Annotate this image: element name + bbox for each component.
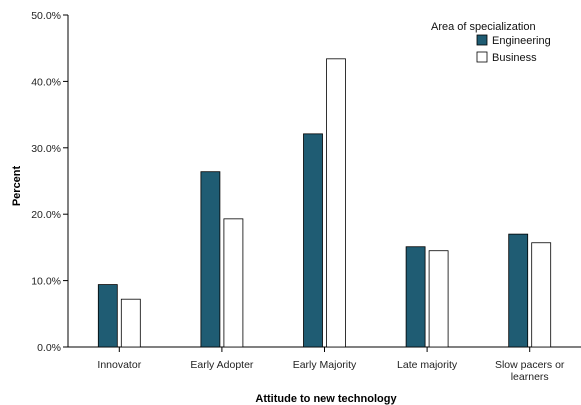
x-tick-label: Innovator xyxy=(97,359,141,371)
x-tick-label: Early Adopter xyxy=(190,359,254,371)
y-tick-label: 30.0% xyxy=(31,143,61,155)
bar-engineering xyxy=(405,246,426,348)
x-tick-label: Slow pacers or xyxy=(495,359,565,371)
x-axis-title: Attitude to new technology xyxy=(255,393,397,405)
legend-swatch-engineering xyxy=(476,34,488,46)
bar-engineering xyxy=(303,133,323,348)
bar-engineering xyxy=(97,284,118,348)
legend: Area of specialization Engineering Busin… xyxy=(431,21,551,64)
bar-business xyxy=(428,250,449,348)
bar-business xyxy=(531,242,552,348)
y-axis-title: Percent xyxy=(11,165,23,206)
bar-engineering xyxy=(200,171,221,348)
bar-business xyxy=(120,298,141,348)
bar-business xyxy=(326,58,346,348)
y-tick-label: 40.0% xyxy=(31,76,61,88)
x-tick-label: learners xyxy=(511,371,549,383)
bar-engineering xyxy=(508,233,529,348)
bar-business xyxy=(223,218,244,348)
x-axis: Innovator Early Adopter Early Majority Late… xyxy=(68,346,581,383)
bars xyxy=(97,58,552,348)
y-tick-label: 0.0% xyxy=(37,342,61,354)
y-axis: 0.0% 10.0% 20.0% 30.0% 40.0% 50.0% xyxy=(31,10,69,354)
x-tick-label: Early Majority xyxy=(293,359,357,371)
legend-label-business: Business xyxy=(492,52,537,64)
y-tick-label: 20.0% xyxy=(31,209,61,221)
legend-swatch-business xyxy=(476,51,488,63)
legend-label-engineering: Engineering xyxy=(492,35,551,47)
y-tick-label: 50.0% xyxy=(31,10,61,22)
y-tick-label: 10.0% xyxy=(31,276,61,288)
x-tick-label: Late majority xyxy=(397,359,458,371)
legend-title: Area of specialization xyxy=(431,21,536,33)
